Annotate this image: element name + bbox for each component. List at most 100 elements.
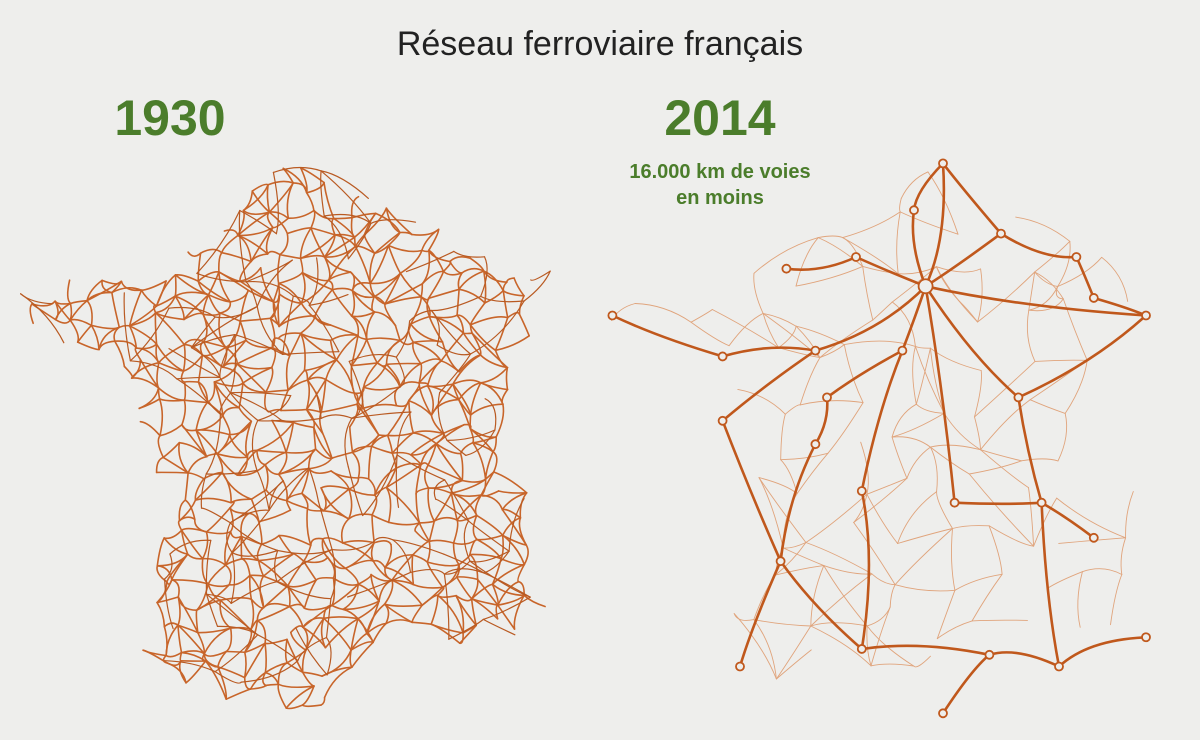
rail-line bbox=[894, 528, 953, 586]
subtitle-line: en moins bbox=[676, 187, 764, 209]
rail-line bbox=[411, 604, 423, 624]
rail-line bbox=[452, 379, 482, 385]
rail-line bbox=[780, 413, 786, 461]
rail-line bbox=[421, 249, 431, 285]
rail-line bbox=[285, 355, 291, 391]
rail-line bbox=[219, 597, 253, 601]
rail-line bbox=[207, 271, 220, 296]
rail-line bbox=[164, 660, 216, 673]
rail-line bbox=[418, 382, 433, 416]
rail-line bbox=[288, 603, 306, 609]
rail-line bbox=[469, 324, 497, 352]
rail-line bbox=[265, 389, 289, 393]
rail-line bbox=[408, 399, 433, 416]
rail-line bbox=[435, 442, 462, 455]
rail-line bbox=[1028, 271, 1036, 311]
rail-line bbox=[274, 549, 279, 583]
rail-line bbox=[351, 411, 412, 419]
rail-line bbox=[842, 211, 901, 239]
rail-line bbox=[871, 573, 896, 586]
rail-line bbox=[262, 553, 294, 577]
rail-line bbox=[435, 442, 464, 482]
rail-line bbox=[980, 449, 1022, 462]
rail-line bbox=[182, 354, 204, 372]
rail-line bbox=[239, 289, 250, 322]
rail-line bbox=[158, 343, 186, 364]
rail-line bbox=[391, 554, 414, 581]
rail-line bbox=[1026, 309, 1036, 362]
rail-line bbox=[201, 557, 227, 566]
rail-line bbox=[774, 542, 807, 576]
rail-line bbox=[373, 231, 401, 255]
rail-line bbox=[384, 303, 397, 327]
rail-line bbox=[384, 283, 424, 305]
rail-line bbox=[350, 334, 359, 367]
rail-line bbox=[433, 479, 446, 500]
rail-line bbox=[810, 565, 825, 627]
rail-line bbox=[530, 270, 551, 281]
rail-line bbox=[224, 564, 232, 586]
rail-line bbox=[954, 573, 1003, 591]
main-rail-line bbox=[860, 349, 904, 493]
rail-line bbox=[256, 605, 291, 622]
rail-line bbox=[213, 363, 238, 383]
rail-line bbox=[299, 234, 336, 260]
rail-line bbox=[185, 660, 207, 684]
rail-line bbox=[386, 399, 410, 437]
rail-line bbox=[262, 585, 289, 609]
rail-line bbox=[114, 340, 137, 349]
rail-line bbox=[448, 618, 484, 640]
rail-line bbox=[386, 434, 394, 454]
rail-line bbox=[277, 662, 288, 686]
rail-line bbox=[158, 398, 164, 437]
rail-line bbox=[354, 234, 366, 248]
station bbox=[1071, 252, 1082, 262]
rail-line bbox=[128, 289, 143, 327]
rail-line bbox=[900, 171, 929, 199]
rail-line bbox=[915, 403, 945, 414]
rail-line bbox=[272, 171, 279, 235]
rail-line bbox=[162, 654, 168, 664]
rail-line bbox=[265, 489, 288, 502]
rail-line bbox=[201, 531, 209, 560]
rail-line bbox=[154, 295, 176, 314]
rail-line bbox=[310, 227, 336, 236]
rail-line bbox=[426, 561, 460, 567]
rail-line bbox=[347, 488, 353, 520]
rail-line bbox=[264, 642, 267, 674]
rail-line bbox=[450, 492, 458, 521]
rail-line bbox=[277, 683, 287, 709]
rail-line bbox=[348, 360, 364, 403]
rail-line bbox=[168, 306, 216, 318]
rail-line bbox=[240, 660, 299, 683]
rail-line bbox=[322, 488, 350, 512]
rail-line bbox=[853, 522, 896, 586]
rail-line bbox=[342, 608, 359, 620]
rail-line bbox=[130, 361, 160, 379]
rail-line bbox=[305, 617, 325, 651]
rail-line bbox=[483, 270, 508, 283]
rail-line bbox=[245, 280, 294, 297]
rail-line bbox=[282, 351, 340, 355]
rail-line bbox=[195, 429, 208, 458]
rail-line bbox=[123, 292, 131, 362]
rail-line bbox=[912, 345, 917, 405]
rail-line bbox=[344, 417, 353, 468]
rail-line bbox=[459, 452, 464, 482]
rail-line bbox=[369, 252, 376, 285]
main-rail-line bbox=[941, 162, 1003, 235]
rail-line bbox=[370, 219, 417, 224]
rail-line bbox=[244, 620, 259, 654]
station bbox=[781, 263, 792, 274]
rail-line bbox=[326, 556, 336, 579]
rail-line bbox=[313, 426, 333, 459]
rail-line bbox=[320, 696, 326, 706]
rail-line bbox=[433, 492, 453, 522]
rail-line bbox=[256, 469, 270, 511]
main-rail-line bbox=[860, 489, 871, 651]
rail-line bbox=[331, 451, 354, 459]
rail-line bbox=[69, 299, 88, 305]
rail-line bbox=[426, 561, 444, 589]
rail-line bbox=[323, 234, 336, 258]
